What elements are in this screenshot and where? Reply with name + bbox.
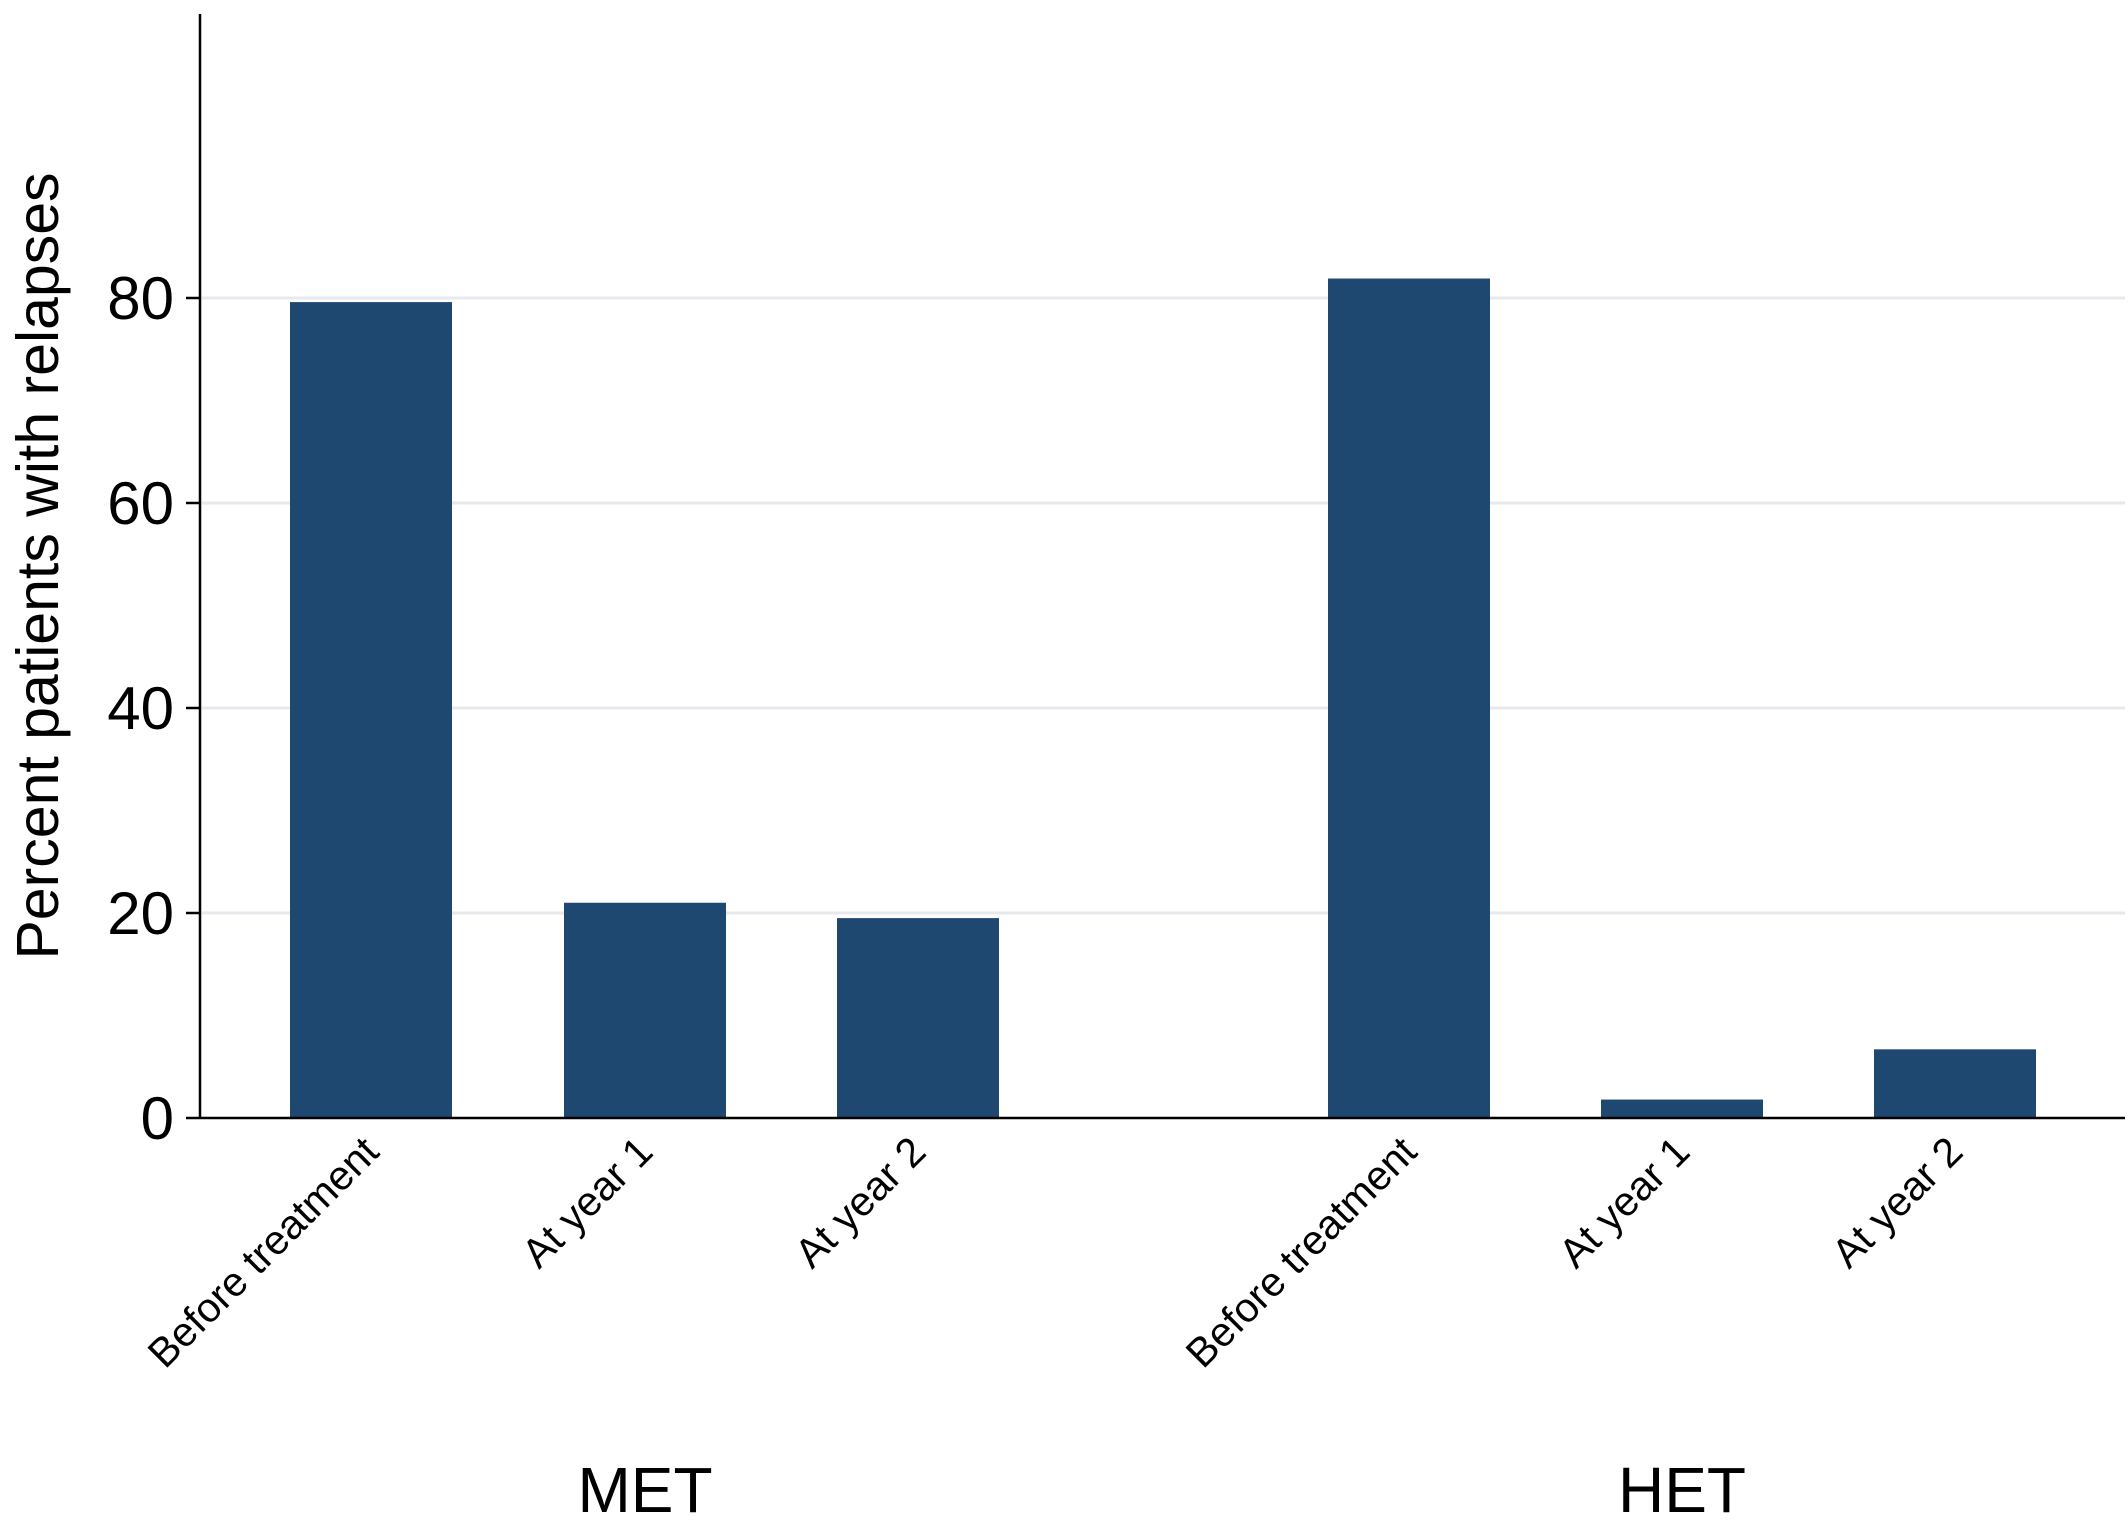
x-tick-label: At year 1 — [513, 1128, 662, 1277]
bar — [1328, 278, 1490, 1118]
y-tick-label: 60 — [107, 470, 174, 537]
group-label: HET — [1618, 1454, 1746, 1519]
bar — [1601, 1099, 1763, 1118]
bar — [564, 902, 726, 1118]
y-tick-label: 40 — [107, 675, 174, 742]
y-tick-label: 0 — [141, 1085, 174, 1152]
bar — [1874, 1049, 2036, 1118]
x-tick-label: Before treatment — [1177, 1127, 1426, 1376]
x-tick-label: At year 2 — [1823, 1128, 1972, 1277]
bar — [290, 302, 452, 1119]
bar — [837, 918, 999, 1118]
y-tick-label: 20 — [107, 880, 174, 947]
x-tick-label: Before treatment — [139, 1127, 388, 1376]
group-label: MET — [577, 1454, 712, 1519]
bars — [290, 278, 2036, 1119]
axes — [186, 14, 2125, 1120]
y-axis-title: Percent patients with relapses — [5, 172, 71, 959]
y-tick-label: 80 — [107, 265, 174, 332]
gridlines — [202, 296, 2125, 915]
x-tick-label: At year 2 — [786, 1128, 935, 1277]
x-tick-label: At year 1 — [1550, 1128, 1699, 1277]
